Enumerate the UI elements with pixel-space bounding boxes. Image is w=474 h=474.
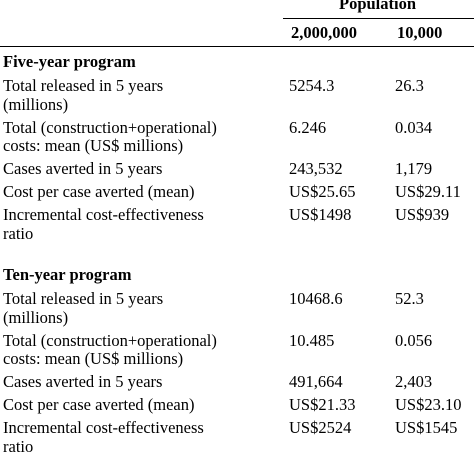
group-header-rule (283, 18, 474, 20)
row-label: (millions) (3, 307, 69, 327)
row-label: Total released in 5 years (3, 76, 164, 95)
cell-value-10000: 1,179 (395, 159, 433, 179)
cell-value-2000000: US$2524 (289, 418, 352, 438)
cell-value-2000000: 10468.6 (289, 289, 343, 308)
cell-value-10000: 2,403 (395, 372, 433, 392)
cell-value-10000: 26.3 (395, 76, 424, 95)
row-label: Cost per case averted (mean) (3, 395, 195, 415)
row-label: costs: mean (US$ millions) (3, 136, 184, 156)
row-label: Incremental cost-effectiveness (3, 205, 204, 225)
cell-value-2000000: 6.246 (289, 117, 327, 137)
section-title: Five-year program (3, 52, 136, 71)
cell-value-10000: US$939 (395, 205, 450, 225)
cell-value-2000000: US$1498 (289, 205, 352, 225)
population-group-header: Population (339, 0, 417, 13)
cell-value-2000000: US$21.33 (289, 395, 356, 415)
row-label: (millions) (3, 94, 69, 114)
row-label: ratio (3, 436, 34, 456)
header-bottom-rule (0, 46, 474, 48)
row-label: Cost per case averted (mean) (3, 182, 195, 202)
row-label: Cases averted in 5 years (3, 372, 163, 392)
section-title: Ten-year program (3, 265, 132, 284)
column-header-2000000: 2,000,000 (291, 23, 357, 42)
cell-value-10000: 0.056 (395, 330, 433, 350)
row-label: Total (construction+operational) (3, 117, 217, 137)
row-label: ratio (3, 223, 34, 243)
cell-value-2000000: US$25.65 (289, 182, 356, 202)
cell-value-2000000: 243,532 (289, 159, 343, 179)
cell-value-2000000: 491,664 (289, 372, 343, 392)
column-header-10000: 10,000 (397, 23, 443, 42)
row-label: Total (construction+operational) (3, 330, 217, 350)
row-label: Cases averted in 5 years (3, 159, 163, 179)
cell-value-10000: 0.034 (395, 117, 433, 137)
cell-value-10000: US$1545 (395, 418, 458, 438)
cell-value-10000: US$29.11 (395, 182, 461, 202)
cell-value-10000: US$23.10 (395, 395, 462, 415)
cell-value-2000000: 5254.3 (289, 76, 335, 95)
row-label: Incremental cost-effectiveness (3, 418, 204, 438)
row-label: costs: mean (US$ millions) (3, 349, 184, 369)
cell-value-10000: 52.3 (395, 289, 424, 308)
cell-value-2000000: 10.485 (289, 330, 335, 350)
row-label: Total released in 5 years (3, 289, 164, 308)
